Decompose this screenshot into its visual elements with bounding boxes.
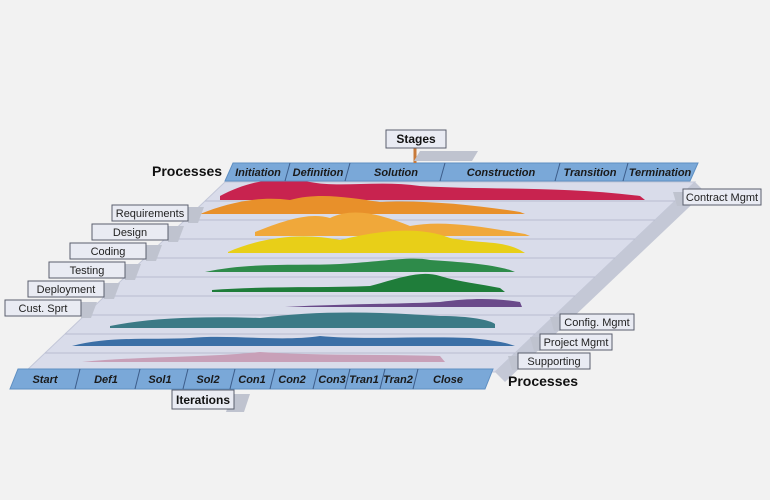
stage-label: Construction	[467, 167, 536, 179]
stage-label: Transition	[564, 167, 617, 179]
process-label-shadow	[673, 192, 683, 206]
process-label-box	[69, 242, 147, 260]
iteration-label: Con1	[238, 374, 266, 386]
bottom-processes-label: Processes	[508, 373, 578, 389]
process-label: Project Mgmt	[544, 337, 609, 349]
process-label: Supporting	[527, 356, 580, 368]
process-label-box	[111, 204, 189, 222]
stages-separators	[284, 162, 629, 182]
supporting-curve	[82, 352, 445, 362]
config-mgmt-curve	[110, 312, 495, 328]
iteration-label: Tran2	[383, 374, 413, 386]
stage-label: Termination	[629, 167, 692, 179]
iteration-label: Sol1	[148, 374, 171, 386]
process-label: Design	[113, 227, 147, 239]
plane-shadow	[495, 182, 705, 382]
process-label-shadow	[530, 337, 540, 351]
process-label-box	[539, 333, 613, 351]
process-label: Config. Mgmt	[564, 317, 629, 329]
iteration-label: Con2	[278, 374, 306, 386]
process-label-shadow	[168, 226, 184, 242]
cust-support-curve	[285, 299, 522, 307]
stage-label: Initiation	[235, 167, 281, 179]
iterations-bar	[9, 368, 494, 390]
process-label-shadow	[104, 283, 120, 299]
process-label: Contract Mgmt	[686, 192, 758, 204]
process-label-box	[48, 261, 126, 279]
stages-tag-text: Stages	[396, 132, 436, 146]
process-label-shadow	[550, 317, 560, 331]
process-label: Cust. Sprt	[19, 303, 68, 315]
testing-curve	[205, 258, 515, 272]
process-label: Deployment	[37, 284, 96, 296]
process-label-shadow	[146, 245, 162, 261]
stage-label: Solution	[374, 167, 418, 179]
process-label-shadow	[508, 356, 518, 370]
process-label-box	[517, 352, 591, 370]
iterations-tag-text: Iterations	[176, 393, 230, 407]
top-processes-label: Processes	[152, 163, 222, 179]
iteration-label: Tran1	[349, 374, 379, 386]
project-mgmt-curve	[72, 336, 515, 346]
design-curve	[255, 212, 530, 236]
process-label-box	[4, 299, 82, 317]
coding-curve	[228, 230, 525, 253]
process-label: Coding	[91, 246, 126, 258]
process-label-shadow	[188, 207, 204, 223]
process-label: Requirements	[116, 208, 185, 220]
process-label: Testing	[70, 265, 105, 277]
stages-tag-shadow	[414, 151, 478, 161]
workload-curves	[72, 179, 645, 362]
process-label-shadow	[81, 302, 97, 318]
process-label-box	[91, 223, 169, 241]
iterations-tag	[171, 389, 235, 410]
deployment-curve	[212, 273, 505, 292]
process-label-box	[27, 280, 105, 298]
stage-label: Definition	[293, 167, 344, 179]
iteration-label: Def1	[94, 374, 118, 386]
requirements-curve	[200, 196, 525, 214]
iteration-label: Sol2	[196, 374, 219, 386]
stages-bar	[224, 162, 699, 182]
iteration-label: Close	[433, 374, 463, 386]
stages-tag	[385, 129, 447, 149]
contract-mgmt-curve	[220, 179, 645, 200]
process-label-shadow	[125, 264, 141, 280]
process-label-box	[559, 313, 635, 331]
iterations-separators	[74, 368, 419, 390]
iteration-label: Start	[32, 374, 58, 386]
process-label-box	[682, 188, 762, 206]
iteration-label: Con3	[318, 374, 346, 386]
